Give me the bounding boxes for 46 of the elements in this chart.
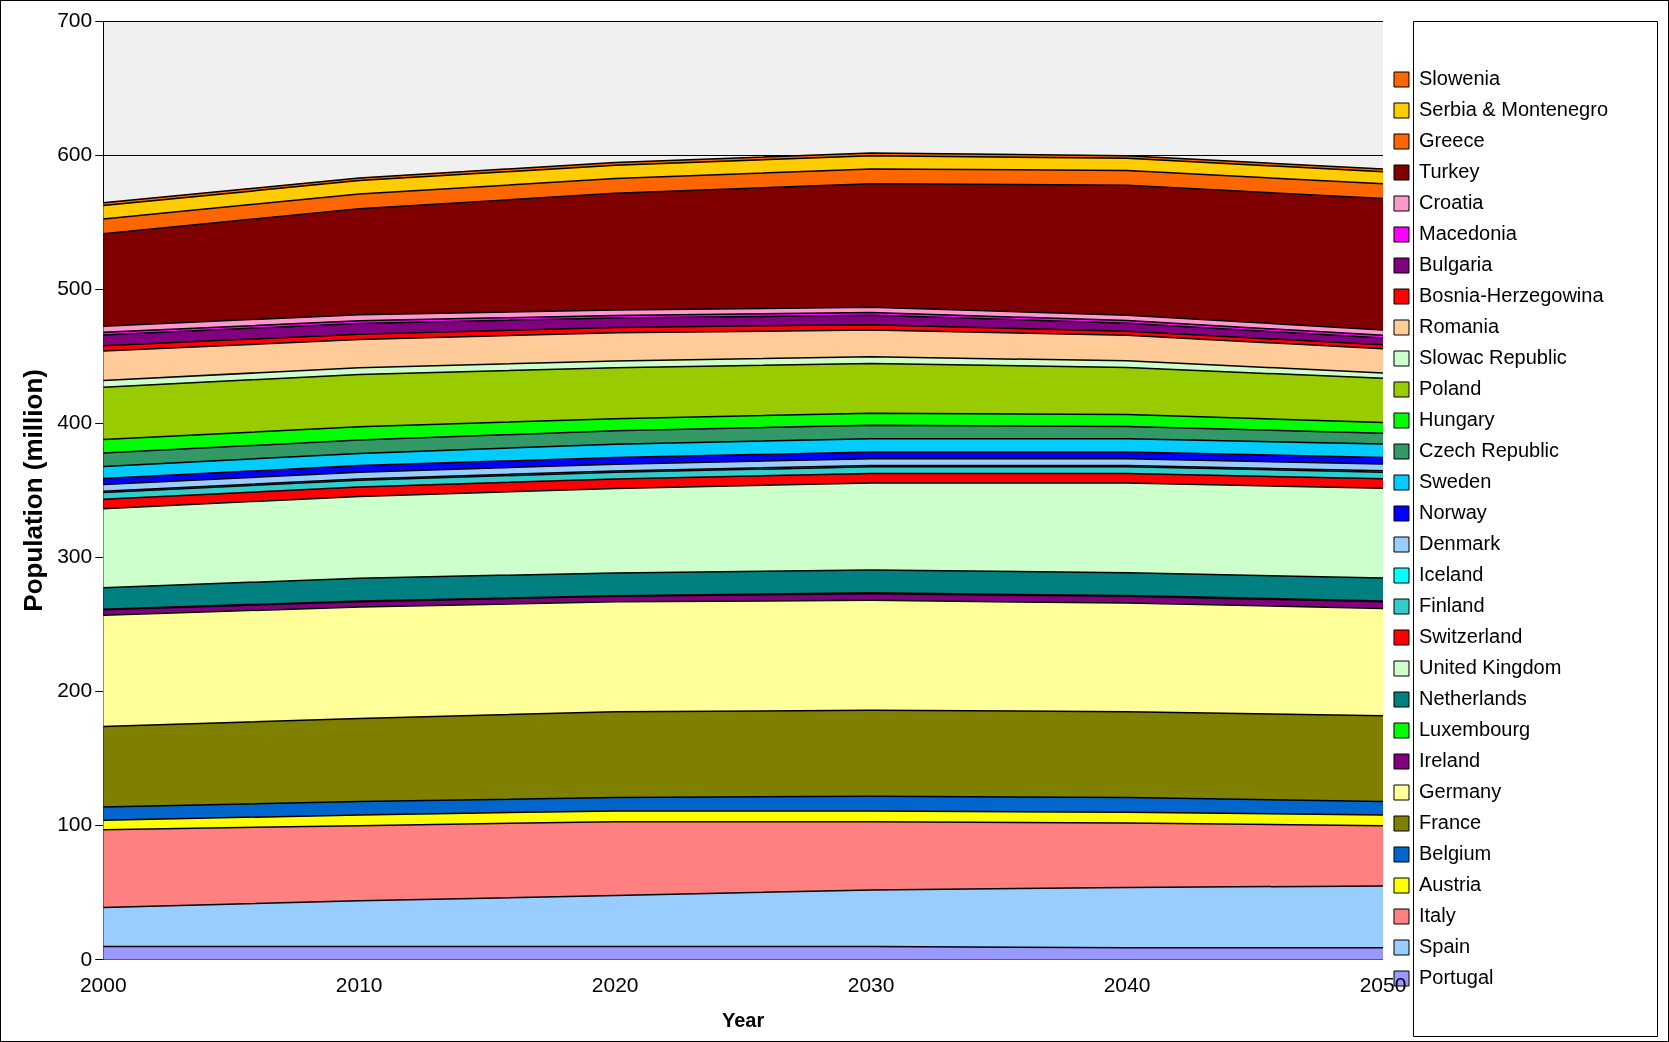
legend-label: Turkey (1419, 160, 1480, 183)
legend-label: Ireland (1419, 749, 1481, 772)
legend-label: Finland (1419, 594, 1485, 617)
y-tick-label: 200 (57, 678, 93, 702)
legend-label: Greece (1419, 129, 1485, 152)
legend-label: Luxembourg (1419, 718, 1531, 741)
x-tick-label: 2010 (335, 973, 383, 997)
legend-label: Hungary (1419, 408, 1495, 431)
legend-label: Switzerland (1419, 625, 1523, 648)
y-axis-title: Population (million) (17, 369, 48, 612)
x-axis-title: Year (721, 1008, 765, 1031)
legend-label: Sweden (1419, 470, 1492, 493)
legend-label: Belgium (1419, 842, 1492, 865)
y-tick-label: 500 (57, 276, 93, 300)
legend-label: Austria (1419, 873, 1483, 896)
legend-label: France (1419, 811, 1482, 834)
legend-label: Iceland (1419, 563, 1484, 586)
y-tick-label: 400 (57, 410, 93, 434)
y-tick-label: 600 (57, 141, 93, 165)
y-tick-label: 100 (57, 812, 93, 836)
y-tick-label: 700 (57, 7, 93, 31)
legend-label: Czech Republic (1419, 439, 1560, 462)
legend-label: Serbia & Montenegro (1419, 98, 1609, 121)
x-tick-label: 2000 (79, 973, 127, 997)
legend-label: Croatia (1419, 191, 1485, 214)
legend-label: United Kingdom (1419, 656, 1562, 679)
legend-label: Italy (1419, 904, 1456, 927)
x-tick-label: 2020 (591, 973, 639, 997)
legend-label: Slowenia (1419, 67, 1502, 90)
legend-label: Bulgaria (1419, 253, 1494, 276)
legend-label: Netherlands (1419, 687, 1527, 710)
y-tick-label: 0 (80, 946, 93, 970)
x-tick-label: 2050 (1359, 973, 1407, 997)
legend-label: Germany (1419, 780, 1502, 803)
legend-label: Denmark (1419, 532, 1502, 555)
legend-label: Spain (1419, 935, 1471, 958)
legend-label: Macedonia (1419, 222, 1518, 245)
legend-label: Bosnia-Herzegowina (1419, 284, 1605, 307)
legend-label: Poland (1419, 377, 1482, 400)
legend-label: Norway (1419, 501, 1487, 524)
legend-label: Romania (1419, 315, 1500, 338)
x-tick-label: 2030 (847, 973, 895, 997)
x-tick-label: 2040 (1103, 973, 1151, 997)
legend-label: Slowac Republic (1419, 346, 1567, 369)
legend-label: Portugal (1419, 966, 1494, 989)
y-tick-label: 300 (57, 544, 93, 568)
